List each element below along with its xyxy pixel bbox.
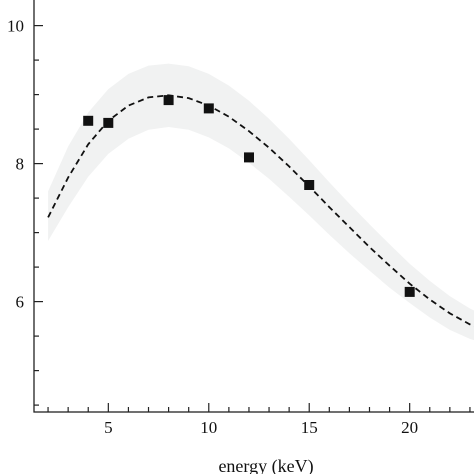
data-point xyxy=(304,180,315,190)
data-point xyxy=(103,117,114,128)
data-point xyxy=(404,286,415,297)
x-tick-label: 15 xyxy=(301,418,318,437)
plot-frame xyxy=(33,0,474,413)
data-point xyxy=(83,115,94,126)
x-tick-label: 20 xyxy=(401,418,418,437)
x-tick-label: 5 xyxy=(104,418,113,437)
x-tick-label: 10 xyxy=(200,418,217,437)
data-point xyxy=(244,152,254,163)
y-tick-label: 8 xyxy=(16,155,25,174)
data-point xyxy=(203,103,214,114)
y-tick-label: 10 xyxy=(7,17,24,36)
confidence-band xyxy=(48,63,474,341)
y-axis-ticks: 6 8 10 xyxy=(7,17,43,406)
x-axis-label: energy (keV) xyxy=(218,456,313,474)
data-points xyxy=(83,95,415,297)
data-point xyxy=(163,95,174,106)
y-tick-label: 6 xyxy=(16,293,25,312)
x-axis-ticks: 5 10 15 20 xyxy=(47,403,471,437)
fit-curve-dashed xyxy=(47,94,474,327)
